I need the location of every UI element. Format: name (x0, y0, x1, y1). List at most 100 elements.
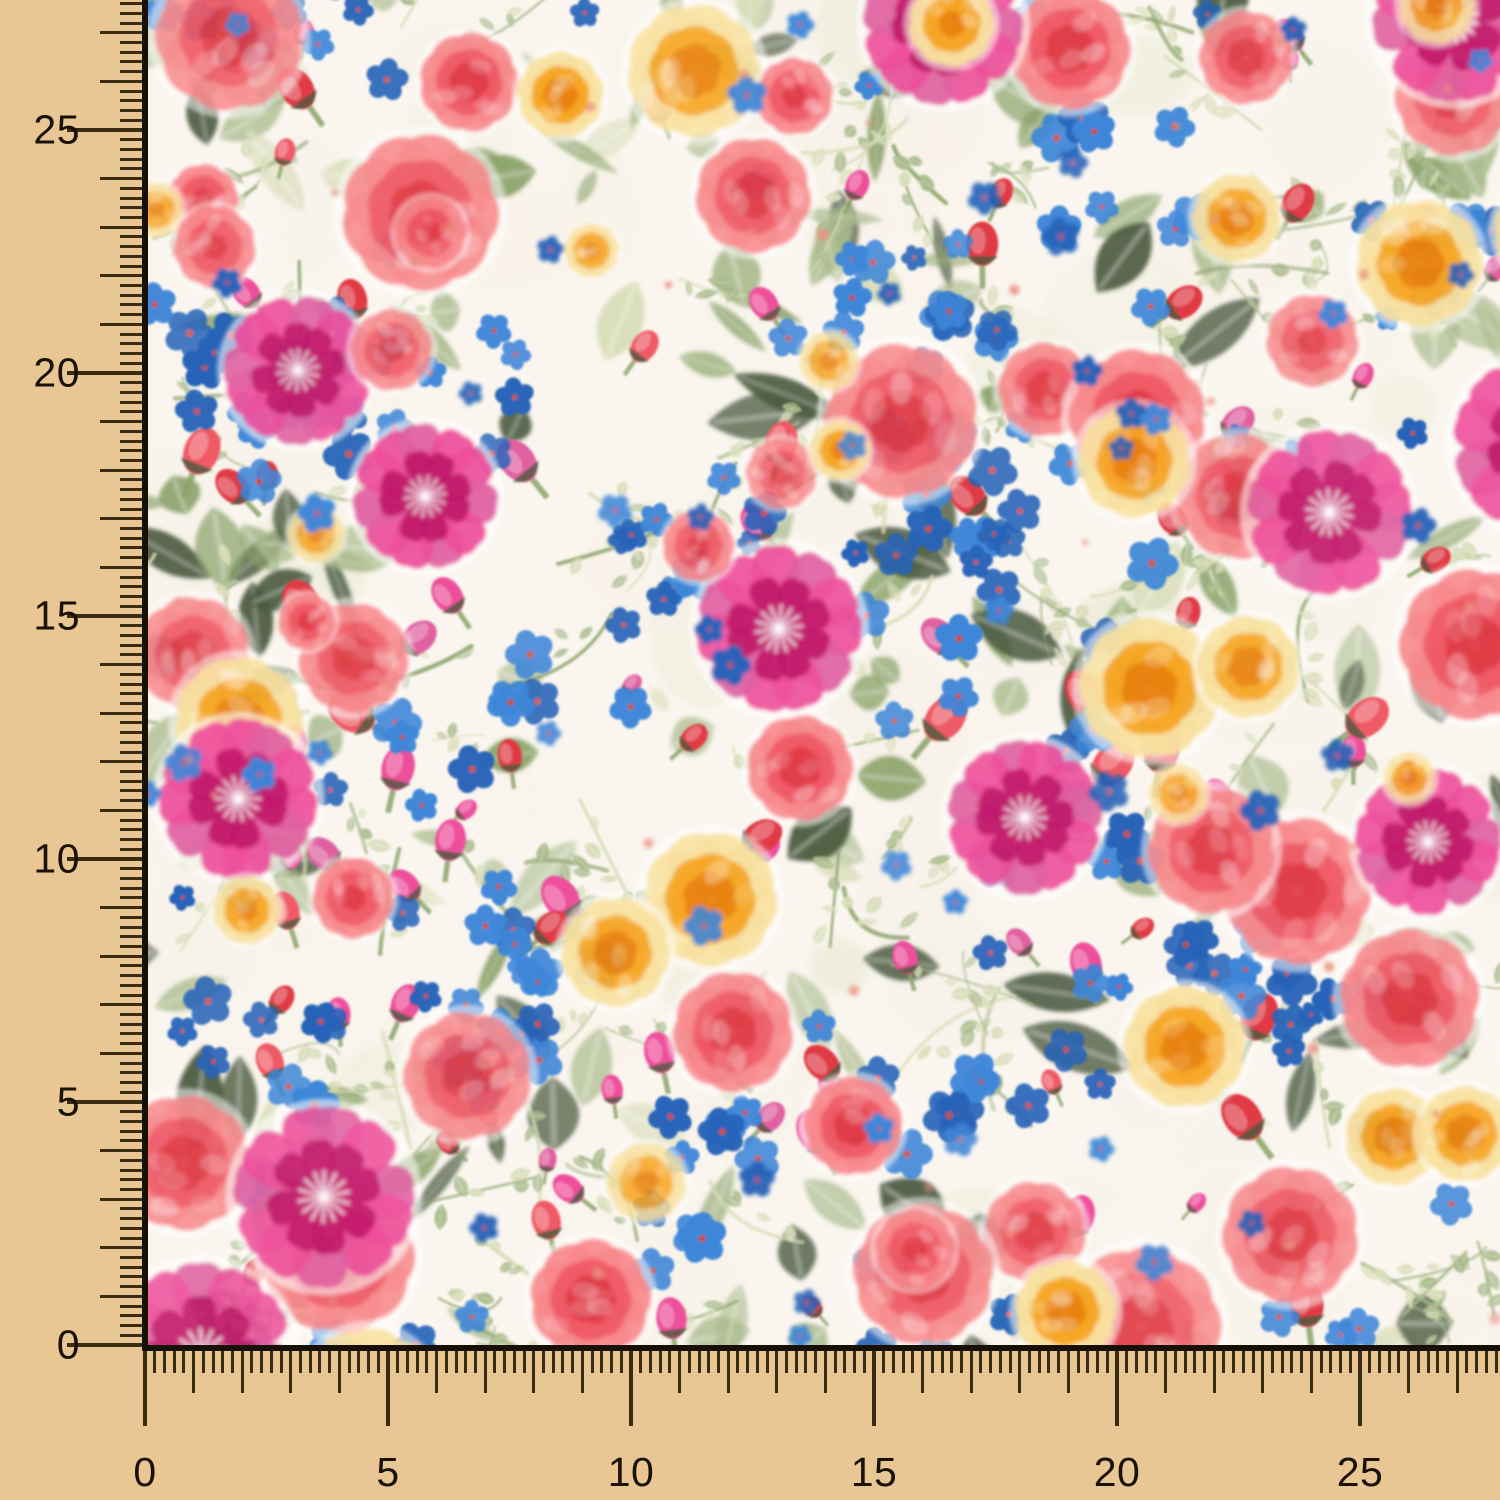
ruler-minor-tick (1436, 1351, 1440, 1373)
ruler-minor-tick (120, 1236, 142, 1240)
ruler-minor-tick (1300, 1351, 1304, 1373)
ruler-minor-tick (120, 721, 142, 725)
ruler-minor-tick (891, 1351, 895, 1373)
ruler-minor-tick (120, 993, 142, 997)
vertical-ruler-label: 25 (33, 106, 80, 153)
ruler-minor-tick (120, 624, 142, 628)
ruler-unit-tick (532, 1351, 536, 1393)
ruler-minor-tick (503, 1351, 507, 1373)
ruler-minor-tick (1368, 1351, 1372, 1373)
ruler-unit-tick (823, 1351, 827, 1393)
ruler-minor-tick (1280, 1351, 1284, 1373)
ruler-minor-tick (464, 1351, 468, 1373)
ruler-major-tick (67, 1343, 142, 1347)
ruler-minor-tick (1134, 1351, 1138, 1373)
ruler-major-tick (1115, 1351, 1119, 1426)
ruler-minor-tick (590, 1351, 594, 1373)
ruler-minor-tick (707, 1351, 711, 1373)
ruler-minor-tick (120, 828, 142, 832)
vertical-ruler-label: 10 (33, 835, 80, 882)
ruler-unit-tick (100, 274, 142, 278)
ruler-minor-tick (1377, 1351, 1381, 1373)
ruler-minor-tick (794, 1351, 798, 1373)
ruler-minor-tick (396, 1351, 400, 1373)
ruler-minor-tick (1475, 1351, 1479, 1373)
ruler-minor-tick (120, 99, 142, 103)
ruler-minor-tick (120, 789, 142, 793)
ruler-unit-tick (100, 711, 142, 715)
ruler-major-tick (67, 128, 142, 132)
ruler-major-tick (386, 1351, 390, 1426)
ruler-minor-tick (998, 1351, 1002, 1373)
ruler-minor-tick (120, 672, 142, 676)
ruler-minor-tick (619, 1351, 623, 1373)
ruler-minor-tick (120, 838, 142, 842)
ruler-minor-tick (1348, 1351, 1352, 1373)
horizontal-ruler-label: 10 (607, 1449, 655, 1495)
ruler-minor-tick (120, 390, 142, 394)
ruler-minor-tick (120, 731, 142, 735)
ruler-minor-tick (260, 1351, 264, 1373)
ruler-minor-tick (120, 70, 142, 74)
ruler-minor-tick (120, 1090, 142, 1094)
ruler-minor-tick (182, 1351, 186, 1373)
ruler-unit-tick (100, 760, 142, 764)
ruler-minor-tick (120, 215, 142, 219)
ruler-unit-tick (100, 1294, 142, 1298)
ruler-minor-tick (120, 1013, 142, 1017)
ruler-unit-tick (100, 1246, 142, 1250)
ruler-minor-tick (120, 1333, 142, 1337)
ruler-unit-tick (921, 1351, 925, 1393)
ruler-minor-tick (120, 595, 142, 599)
horizontal-ruler-edge (142, 1345, 1500, 1351)
ruler-minor-tick (120, 429, 142, 433)
ruler-minor-tick (120, 1168, 142, 1172)
ruler-minor-tick (279, 1351, 283, 1373)
ruler-minor-tick (211, 1351, 215, 1373)
ruler-minor-tick (120, 1226, 142, 1230)
ruler-unit-tick (1407, 1351, 1411, 1393)
ruler-minor-tick (1339, 1351, 1343, 1373)
ruler-minor-tick (347, 1351, 351, 1373)
ruler-unit-tick (100, 420, 142, 424)
ruler-minor-tick (120, 1071, 142, 1075)
ruler-unit-tick (1309, 1351, 1313, 1393)
ruler-minor-tick (120, 1042, 142, 1046)
ruler-minor-tick (221, 1351, 225, 1373)
vertical-ruler-edge (142, 0, 148, 1348)
ruler-minor-tick (308, 1351, 312, 1373)
ruler-minor-tick (120, 342, 142, 346)
ruler-minor-tick (120, 867, 142, 871)
ruler-major-tick (872, 1351, 876, 1426)
vertical-ruler-label: 5 (56, 1078, 80, 1125)
ruler-minor-tick (120, 1022, 142, 1026)
ruler-minor-tick (405, 1351, 409, 1373)
ruler-unit-tick (1066, 1351, 1070, 1393)
ruler-minor-tick (120, 458, 142, 462)
ruler-minor-tick (120, 1256, 142, 1260)
ruler-minor-tick (1125, 1351, 1129, 1373)
ruler-unit-tick (100, 1197, 142, 1201)
ruler-minor-tick (120, 585, 142, 589)
ruler-minor-tick (120, 352, 142, 356)
ruler-minor-tick (120, 983, 142, 987)
ruler-unit-tick (100, 808, 142, 812)
ruler-minor-tick (120, 167, 142, 171)
vertical-ruler-label: 20 (33, 349, 80, 396)
ruler-minor-tick (120, 740, 142, 744)
ruler-minor-tick (989, 1351, 993, 1373)
ruler-minor-tick (765, 1351, 769, 1373)
ruler-minor-tick (1494, 1351, 1498, 1373)
ruler-minor-tick (959, 1351, 963, 1373)
ruler-minor-tick (648, 1351, 652, 1373)
ruler-minor-tick (940, 1351, 944, 1373)
ruler-minor-tick (120, 682, 142, 686)
ruler-minor-tick (833, 1351, 837, 1373)
ruler-minor-tick (425, 1351, 429, 1373)
ruler-minor-tick (120, 284, 142, 288)
ruler-minor-tick (120, 497, 142, 501)
ruler-minor-tick (120, 206, 142, 210)
ruler-minor-tick (120, 1217, 142, 1221)
ruler-minor-tick (930, 1351, 934, 1373)
ruler-minor-tick (120, 410, 142, 414)
